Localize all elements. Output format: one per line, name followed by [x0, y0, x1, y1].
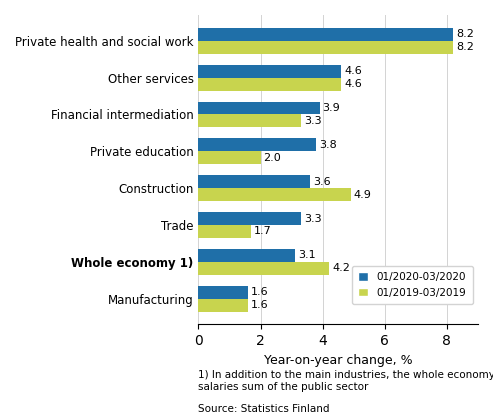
X-axis label: Year-on-year change, %: Year-on-year change, %: [264, 354, 413, 367]
Bar: [198, 175, 310, 188]
Text: 3.3: 3.3: [304, 116, 321, 126]
Text: 1.7: 1.7: [254, 226, 272, 236]
Bar: [198, 102, 319, 114]
Bar: [198, 249, 295, 262]
Text: 8.2: 8.2: [456, 42, 474, 52]
Bar: [198, 286, 248, 299]
Text: 3.1: 3.1: [298, 250, 316, 260]
Bar: [198, 41, 453, 54]
Text: 3.8: 3.8: [319, 140, 337, 150]
Text: 1.6: 1.6: [251, 300, 269, 310]
Bar: [198, 139, 317, 151]
Text: 8.2: 8.2: [456, 30, 474, 40]
Bar: [198, 299, 248, 312]
Text: 4.2: 4.2: [332, 263, 350, 273]
Bar: [198, 28, 453, 41]
Bar: [198, 151, 260, 164]
Bar: [198, 225, 251, 238]
Bar: [198, 212, 301, 225]
Bar: [198, 65, 341, 78]
Text: Source: Statistics Finland: Source: Statistics Finland: [198, 404, 330, 414]
Text: 4.9: 4.9: [353, 190, 372, 200]
Text: 4.6: 4.6: [345, 79, 362, 89]
Text: 3.9: 3.9: [322, 103, 340, 113]
Text: 3.6: 3.6: [314, 177, 331, 187]
Legend: 01/2020-03/2020, 01/2019-03/2019: 01/2020-03/2020, 01/2019-03/2019: [352, 266, 473, 304]
Bar: [198, 262, 329, 275]
Text: 4.6: 4.6: [345, 66, 362, 76]
Text: 3.3: 3.3: [304, 213, 321, 223]
Bar: [198, 114, 301, 127]
Text: 1.6: 1.6: [251, 287, 269, 297]
Text: 2.0: 2.0: [264, 153, 282, 163]
Text: 1) In addition to the main industries, the whole economy also includes the wages: 1) In addition to the main industries, t…: [198, 370, 493, 392]
Bar: [198, 78, 341, 91]
Bar: [198, 188, 351, 201]
